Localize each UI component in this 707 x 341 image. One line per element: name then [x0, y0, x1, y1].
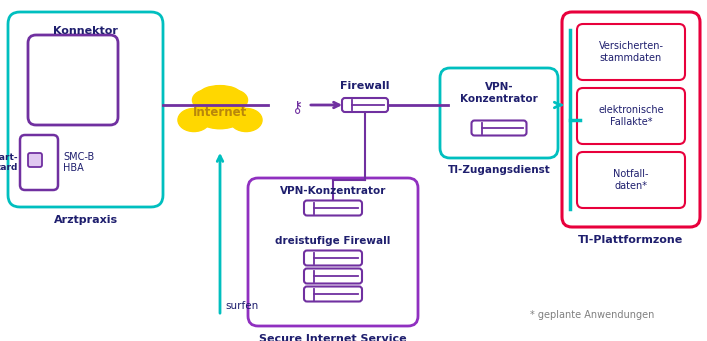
- Text: SMC-B
HBA: SMC-B HBA: [63, 152, 94, 173]
- Text: VPN-
Konzentrator: VPN- Konzentrator: [460, 82, 538, 104]
- Ellipse shape: [216, 89, 247, 110]
- FancyBboxPatch shape: [342, 98, 388, 112]
- FancyBboxPatch shape: [20, 135, 58, 190]
- Ellipse shape: [178, 108, 210, 132]
- Text: VPN-Konzentrator: VPN-Konzentrator: [280, 186, 386, 196]
- Text: ⚷: ⚷: [293, 101, 303, 116]
- Text: elektronische
Fallakte*: elektronische Fallakte*: [598, 105, 664, 127]
- FancyBboxPatch shape: [304, 268, 362, 283]
- FancyBboxPatch shape: [440, 68, 558, 158]
- FancyBboxPatch shape: [304, 286, 362, 301]
- FancyBboxPatch shape: [8, 12, 163, 207]
- Text: Arztpraxis: Arztpraxis: [54, 215, 117, 225]
- FancyBboxPatch shape: [562, 12, 700, 227]
- FancyBboxPatch shape: [304, 251, 362, 266]
- Text: TI-Zugangsdienst: TI-Zugangsdienst: [448, 165, 550, 175]
- FancyBboxPatch shape: [577, 152, 685, 208]
- Text: Firewall: Firewall: [340, 81, 390, 91]
- Ellipse shape: [199, 86, 240, 102]
- FancyBboxPatch shape: [577, 24, 685, 80]
- FancyBboxPatch shape: [28, 153, 42, 167]
- Ellipse shape: [230, 108, 262, 132]
- Ellipse shape: [194, 97, 246, 129]
- FancyBboxPatch shape: [577, 88, 685, 144]
- Text: surfen: surfen: [225, 301, 258, 311]
- Text: Secure Internet Service: Secure Internet Service: [259, 334, 407, 341]
- Text: Internet: Internet: [193, 106, 247, 119]
- Text: dreistufige Firewall: dreistufige Firewall: [275, 236, 391, 246]
- Text: TI-Plattformzone: TI-Plattformzone: [578, 235, 684, 245]
- FancyBboxPatch shape: [304, 201, 362, 216]
- Text: Smart-
card: Smart- card: [0, 153, 18, 172]
- FancyBboxPatch shape: [28, 35, 118, 125]
- FancyBboxPatch shape: [472, 120, 527, 135]
- Text: Notfall-
daten*: Notfall- daten*: [613, 169, 649, 191]
- Text: * geplante Anwendungen: * geplante Anwendungen: [530, 310, 655, 320]
- FancyBboxPatch shape: [248, 178, 418, 326]
- Ellipse shape: [192, 89, 224, 110]
- Text: Versicherten-
stammdaten: Versicherten- stammdaten: [599, 41, 663, 63]
- Text: Konnektor: Konnektor: [53, 26, 118, 36]
